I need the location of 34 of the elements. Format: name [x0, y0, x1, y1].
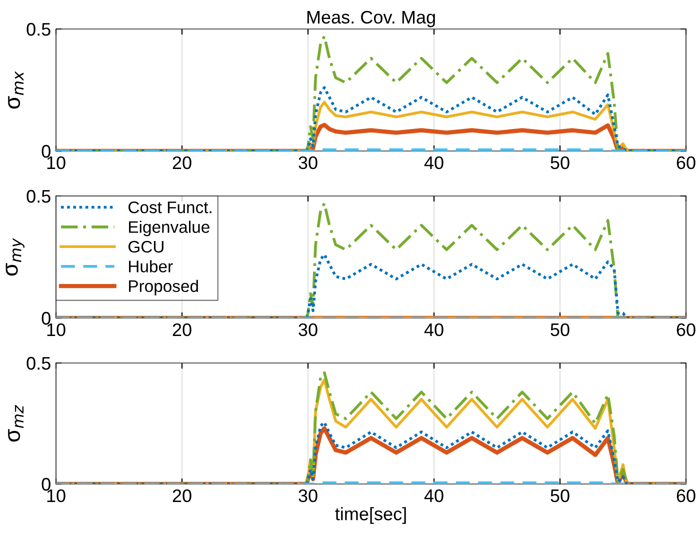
x-tick-label: 50 — [550, 156, 570, 170]
x-tick-label: 20 — [172, 156, 192, 170]
x-tick-label: 50 — [550, 489, 570, 502]
y-tick-label: 0 — [42, 144, 50, 158]
legend-label: Huber — [129, 260, 173, 272]
x-tick-label: 20 — [172, 489, 192, 502]
y-tick-label: 0 — [42, 312, 50, 325]
x-tick-label: 40 — [424, 156, 444, 170]
x-tick-label: 10 — [47, 489, 66, 502]
x-tick-label: 60 — [676, 156, 696, 170]
x-axis-title: time[sec] — [335, 507, 406, 524]
chart-title: Meas. Cov. Mag — [307, 10, 435, 28]
y-tick-label: 0.5 — [26, 190, 50, 203]
legend-label: Proposed — [129, 280, 198, 296]
x-tick-label: 40 — [424, 323, 444, 336]
x-tick-label: 30 — [298, 156, 318, 170]
y-tick-label: 0.5 — [26, 22, 50, 36]
legend-label: Eigenvalue — [129, 220, 210, 236]
x-tick-label: 40 — [424, 489, 444, 502]
x-tick-label: 10 — [47, 323, 66, 336]
legend-label: GCU — [128, 240, 164, 253]
x-tick-label: 20 — [172, 323, 192, 336]
x-tick-label: 60 — [676, 489, 696, 502]
x-tick-label: 30 — [298, 323, 318, 336]
legend-label: Cost Funct. — [128, 201, 212, 214]
y-tick-label: 0.5 — [26, 356, 50, 370]
y-axis-title: σ$_{mz}$ — [8, 404, 24, 442]
x-tick-label: 50 — [550, 323, 570, 336]
y-axis-title: σ$_{mx}$ — [8, 71, 24, 109]
x-tick-label: 30 — [298, 489, 318, 502]
x-tick-label: 60 — [676, 323, 696, 336]
x-tick-label: 10 — [47, 156, 66, 170]
y-tick-label: 0 — [42, 478, 50, 491]
y-axis-title: σ$_{my}$ — [6, 238, 24, 276]
